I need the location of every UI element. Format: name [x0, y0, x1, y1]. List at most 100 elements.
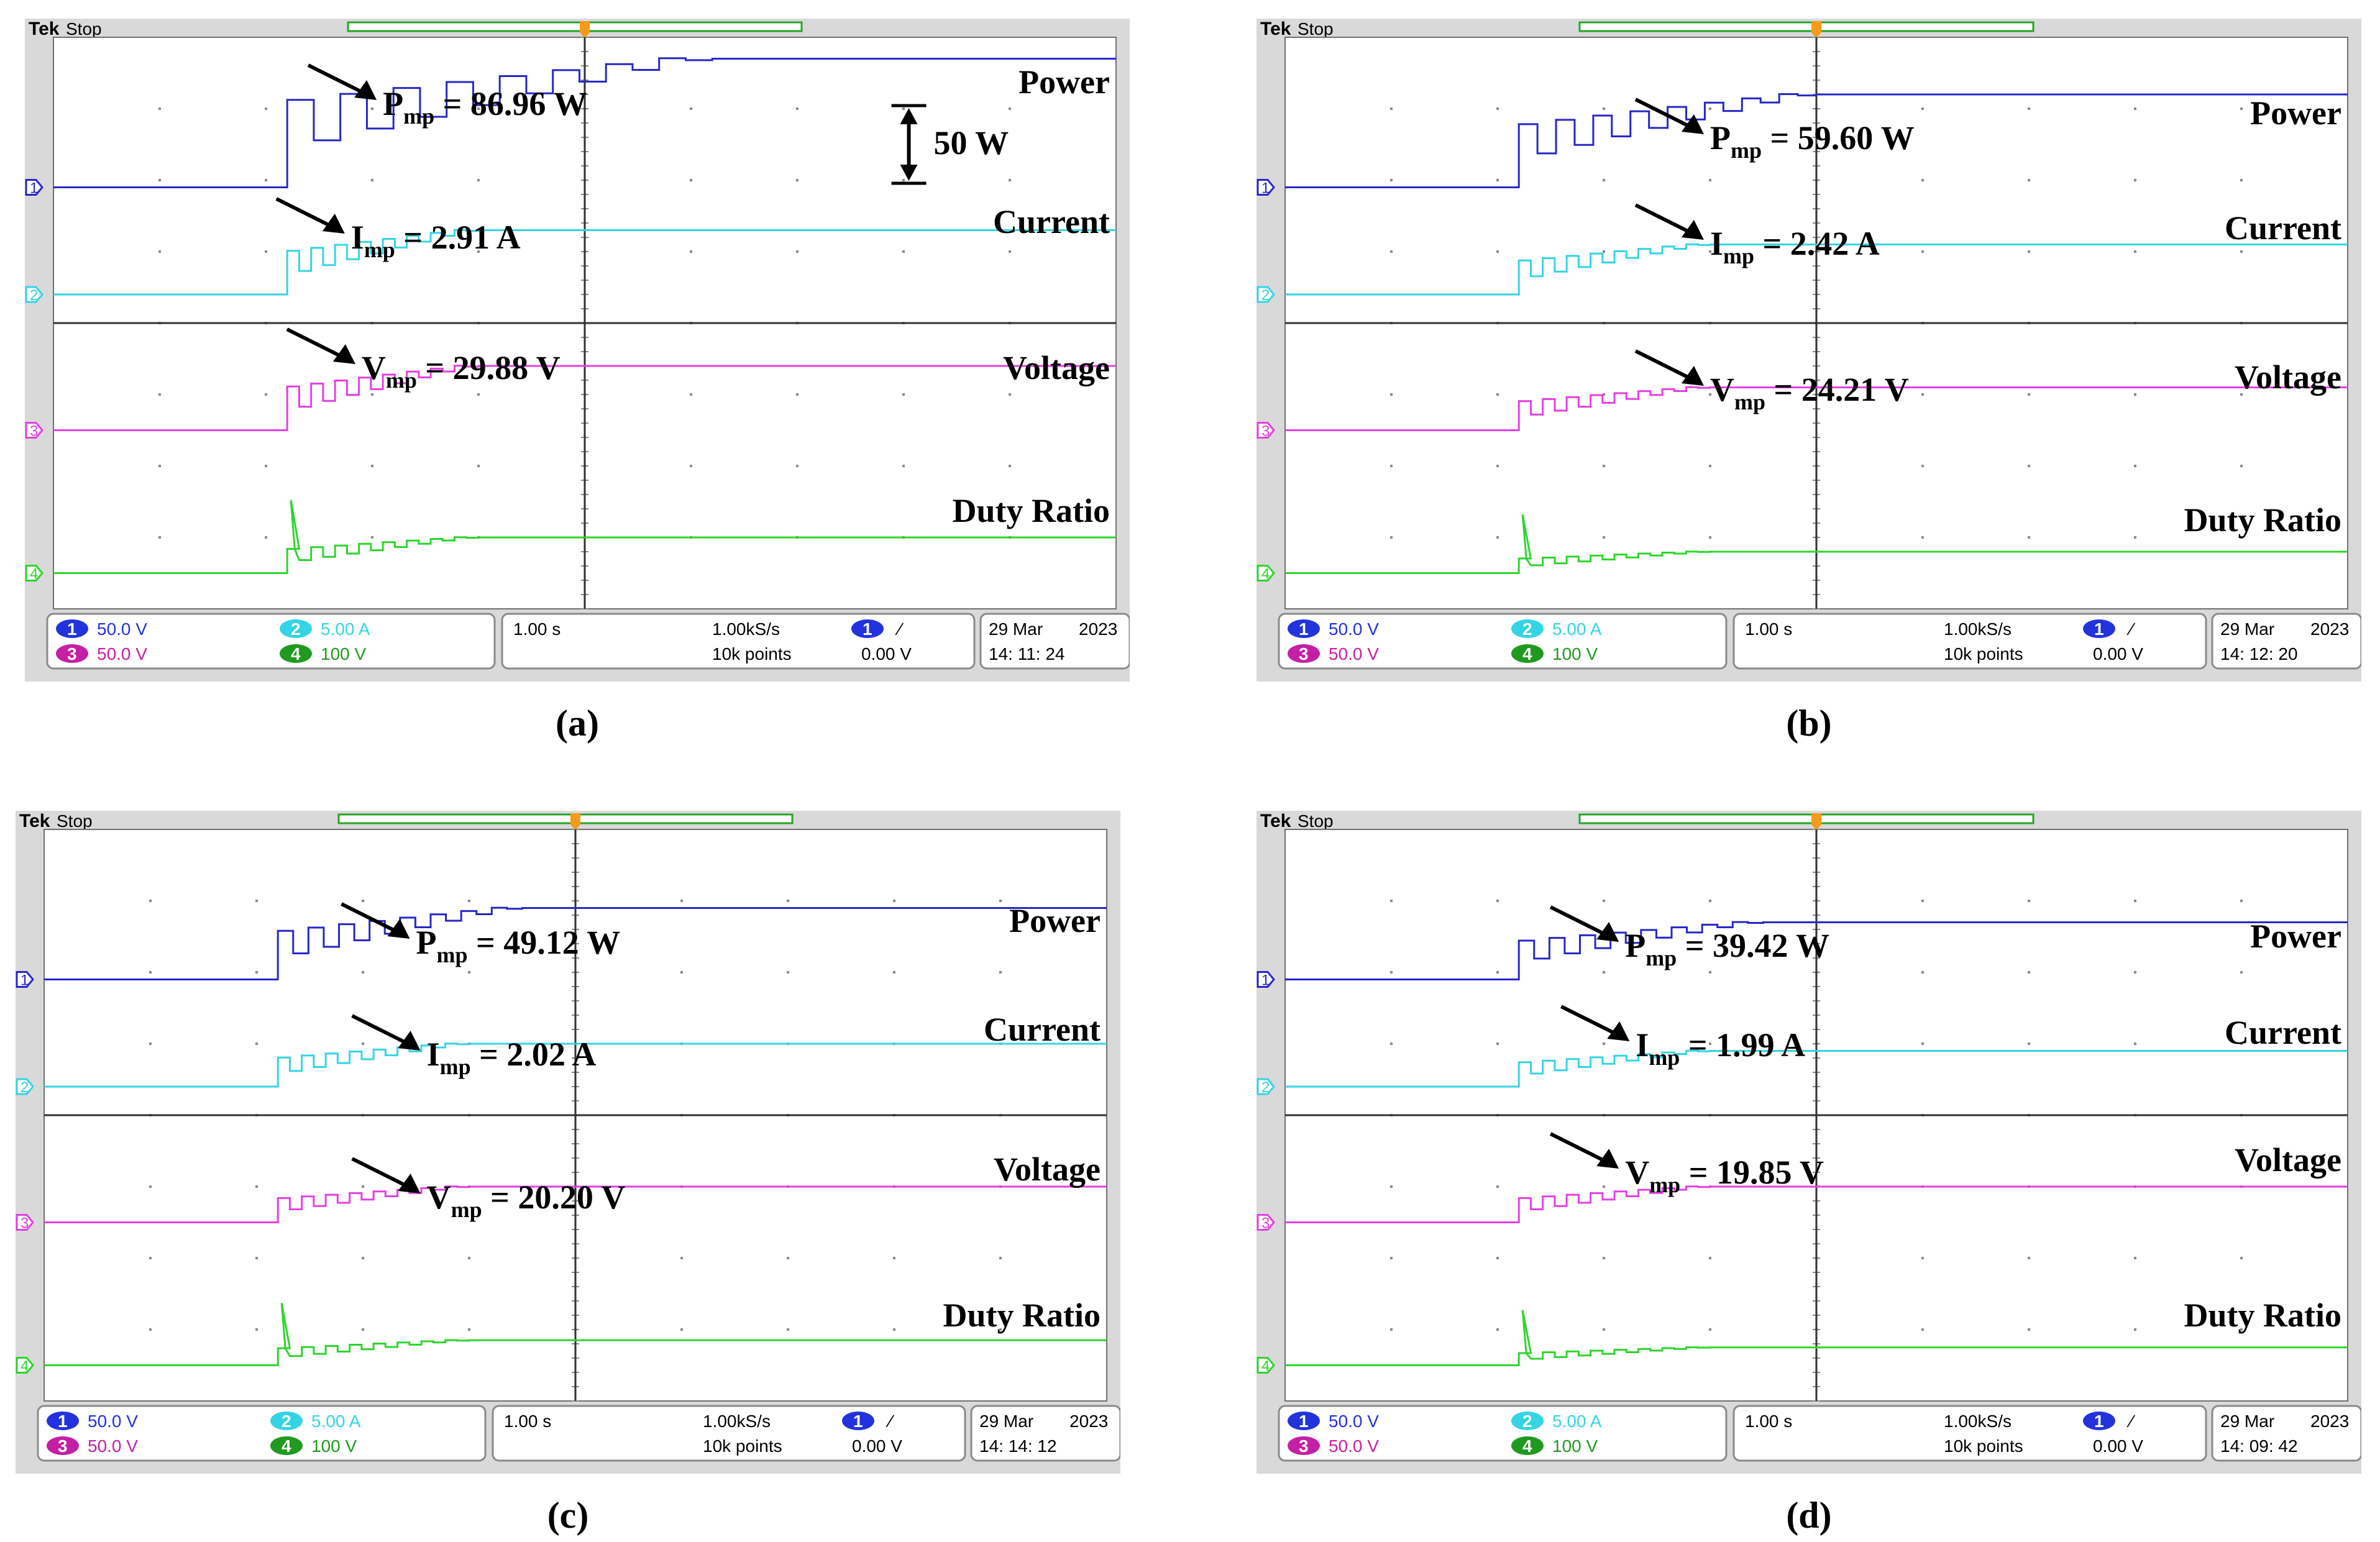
series-name-label: Voltage: [1003, 349, 1110, 386]
channel-badge: [1288, 1412, 1320, 1430]
scope-chart: Tek Stop 1 Power Pmp = 39.42 W 2 Current Imp = …: [1256, 811, 2361, 1462]
channel-marker: [16, 971, 34, 988]
channel-badge-label: 1: [2094, 619, 2104, 639]
series-name-label: Voltage: [994, 1151, 1101, 1188]
trace-power: [1285, 921, 2348, 980]
oscilloscope-screen: Tek Stop 1 Power Pmp = 39.42 W 2 Current Imp = …: [1256, 811, 2361, 1474]
time: 14: 11: 24: [989, 644, 1064, 664]
trigger-position-marker: [570, 813, 580, 831]
ch3-scale: 50.0 V: [88, 1436, 138, 1456]
trigger-level: 0.00 V: [861, 644, 912, 664]
record-length: 10k points: [703, 1436, 782, 1456]
ch4-scale: 100 V: [311, 1436, 357, 1456]
channel-marker-label: 3: [21, 1215, 29, 1232]
series-name-label: Power: [2250, 918, 2341, 955]
trigger-level: 0.00 V: [2093, 1436, 2143, 1456]
timebase: 1.00 s: [504, 1412, 551, 1431]
mpp-annotation: Imp = 2.91 A: [351, 219, 521, 262]
ch4-scale: 100 V: [1552, 644, 1598, 664]
trace-voltage: [1285, 1185, 2348, 1223]
ch2-scale: 5.00 A: [1552, 1412, 1602, 1431]
trigger-level: 0.00 V: [852, 1436, 902, 1456]
trace-duty-ratio: [1285, 514, 2348, 574]
channel-marker: [1256, 286, 1275, 303]
channel-badge: [1288, 619, 1320, 638]
series-name-label: Voltage: [2235, 358, 2341, 396]
series-name-label: Current: [993, 203, 1110, 240]
panel-caption: (d): [1786, 1495, 1832, 1536]
mpp-annotation: Pmp = 49.12 W: [416, 924, 621, 967]
brand-logo: Tek: [19, 811, 50, 831]
trace-duty-ratio: [44, 1302, 1107, 1366]
channel-marker: [25, 179, 43, 196]
series-name-label: Current: [2225, 1014, 2341, 1051]
series-name-label: Current: [984, 1011, 1101, 1048]
sample-rate: 1.00kS/s: [1944, 1412, 2012, 1431]
channel-badge-label: 1: [58, 1412, 68, 1431]
channel-marker-label: 3: [30, 423, 38, 440]
channel-badge: [270, 1436, 303, 1455]
scale-indicator: [891, 104, 927, 185]
status-bar: [1278, 613, 2361, 670]
channel-badge: [2083, 619, 2115, 638]
scale-value-label: 50 W: [934, 124, 1009, 162]
channel-marker-label: 3: [1261, 423, 1270, 440]
channel-badge: [56, 644, 88, 663]
record-view-bar: [1578, 21, 2034, 32]
sample-rate: 1.00kS/s: [703, 1412, 771, 1431]
channel-marker: [16, 1357, 34, 1374]
channel-badge: [56, 619, 88, 638]
timebase: 1.00 s: [1745, 619, 1792, 639]
channel-badge-label: 2: [1522, 619, 1532, 639]
channel-marker-label: 4: [1261, 1358, 1270, 1375]
channel-marker-label: 4: [1261, 566, 1270, 583]
record-view-bar: [337, 813, 794, 824]
oscilloscope-screen: Tek Stop 1 Power Pmp = 86.96 W 2 Current Imp = …: [25, 19, 1130, 682]
channel-marker-label: 1: [1261, 972, 1270, 989]
channel-badge: [1511, 1436, 1544, 1455]
series-name-label: Duty Ratio: [2184, 501, 2342, 539]
channel-badge-label: 3: [67, 644, 77, 664]
time: 14: 12: 20: [2220, 644, 2298, 664]
acquisition-state: Stop: [57, 811, 93, 831]
channel-marker: [1256, 179, 1275, 196]
mpp-annotation: Imp = 1.99 A: [1636, 1026, 1805, 1070]
mpp-annotation: Pmp = 86.96 W: [383, 85, 587, 129]
oscilloscope-screen: Tek Stop 1 Power Pmp = 49.12 W 2 Current Imp = …: [16, 811, 1120, 1474]
channel-marker-label: 1: [1261, 180, 1270, 197]
channel-badge-label: 4: [291, 644, 301, 664]
channel-badge-label: 4: [1522, 1436, 1532, 1456]
record-length: 10k points: [1944, 644, 2023, 664]
ch1-scale: 50.0 V: [88, 1412, 138, 1431]
scope-chart: Tek Stop 1 Power Pmp = 49.12 W 2 Current Imp = …: [16, 811, 1120, 1462]
date: 29 Mar: [2220, 1412, 2274, 1431]
ch4-scale: 100 V: [1552, 1436, 1598, 1456]
channel-badge: [1511, 644, 1544, 663]
ch2-scale: 5.00 A: [321, 619, 370, 639]
trigger-position-marker: [580, 21, 590, 39]
channel-badge: [47, 1436, 79, 1455]
time: 14: 14: 12: [979, 1436, 1057, 1456]
series-name-label: Duty Ratio: [943, 1297, 1101, 1334]
trace-current: [44, 1042, 1107, 1088]
record-view-bar: [1578, 813, 2034, 824]
mpp-annotation: Vmp = 20.20 V: [427, 1179, 626, 1222]
channel-badge-label: 2: [291, 619, 301, 639]
brand-logo: Tek: [1260, 811, 1291, 831]
channel-marker: [1256, 1078, 1275, 1095]
channel-marker: [1256, 1357, 1275, 1374]
channel-badge: [280, 644, 312, 663]
channel-badge: [47, 1412, 79, 1430]
channel-marker-label: 2: [30, 287, 38, 304]
oscilloscope-screen: Tek Stop 1 Power Pmp = 59.60 W 2 Current Imp = …: [1256, 19, 2361, 682]
channel-badge-label: 3: [58, 1436, 68, 1456]
channel-marker: [16, 1078, 34, 1095]
scope-chart: Tek Stop 1 Power Pmp = 86.96 W 2 Current Imp = …: [25, 19, 1130, 670]
channel-marker: [1256, 565, 1275, 582]
channel-badge: [851, 619, 884, 638]
mpp-annotation: Vmp = 19.85 V: [1625, 1154, 1824, 1197]
sample-rate: 1.00kS/s: [712, 619, 780, 639]
channel-marker: [25, 286, 43, 303]
series-name-label: Duty Ratio: [953, 492, 1110, 529]
channel-badge-label: 4: [1522, 644, 1532, 664]
